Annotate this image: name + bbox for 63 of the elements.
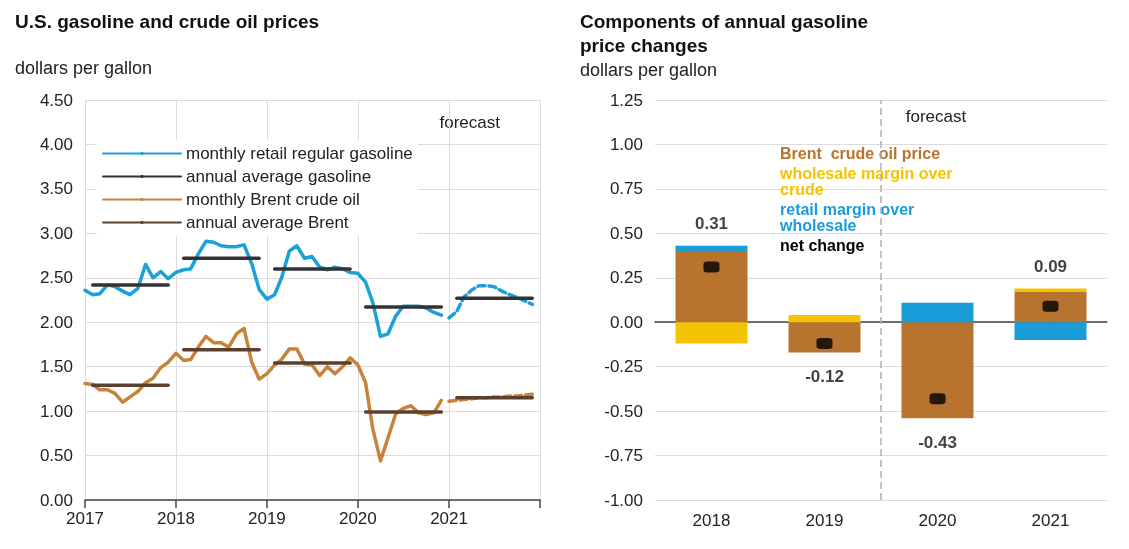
data-label: -0.12 [805,366,844,386]
y-tick-label: -0.50 [604,401,643,421]
text: wholesale margin over crude [779,164,957,198]
y-axis-title: dollars per gallon [15,58,153,78]
y-tick-label: 4.50 [39,90,73,110]
y-tick-label: 1.00 [609,134,643,154]
y-tick-label: 1.25 [609,90,643,110]
text: net change [780,236,865,254]
point [816,338,833,350]
y-tick-label: 0.50 [609,223,643,243]
x-tick-label: 2019 [247,509,286,528]
bar [788,322,861,353]
y-tick-label: 0.50 [39,446,73,466]
chart-title: Components of annual gasoline price changes [580,10,874,56]
point [929,393,946,405]
bar [1014,288,1087,292]
y-tick-label: -0.75 [604,446,643,466]
data-label: 0.31 [694,214,729,234]
y-tick-label: 0.00 [39,490,73,510]
legend-label: annual average Brent [186,213,349,232]
legend-label: monthly Brent crude oil [186,190,360,209]
x-tick-label: 2020 [918,511,957,530]
bar [901,302,974,323]
x-tick-label: 2021 [1031,511,1070,530]
chart-title: U.S. gasoline and crude oil prices [15,10,320,32]
bar [675,322,748,344]
bar [1014,292,1087,323]
y-tick-label: 3.00 [39,223,73,243]
bar [1014,322,1087,340]
bar [675,245,748,252]
annotation: forecast [439,113,501,132]
text: Brent crude oil price [780,144,941,162]
y-tick-label: 3.50 [39,179,73,199]
data-label: -0.43 [918,432,957,452]
y-axis-title: dollars per gallon [580,60,718,80]
y-tick-label: 0.00 [609,312,643,332]
x-tick-label: 2018 [157,509,195,528]
y-tick-label: 1.00 [39,401,73,421]
point [703,261,720,273]
y-tick-label: 4.00 [39,134,73,154]
bar [901,322,974,419]
y-tick-label: -0.25 [604,357,643,377]
y-tick-label: -1.00 [604,490,643,510]
data-label: 0.09 [1033,256,1068,276]
y-tick-label: 0.75 [609,179,643,199]
x-tick-label: 2019 [805,511,844,530]
x-tick-label: 2018 [692,511,731,530]
point [1042,300,1059,312]
y-tick-label: 2.00 [39,312,73,332]
legend-label: annual average gasoline [186,167,372,186]
x-tick-label: 2017 [66,509,104,528]
line-series [447,284,535,320]
line-series [447,392,535,404]
y-tick-label: 1.50 [39,357,73,377]
legend-label: monthly retail regular gasoline [186,144,413,163]
y-tick-label: 2.50 [39,268,73,288]
text: retail margin over wholesale [779,200,919,234]
x-tick-label: 2021 [430,509,468,528]
bar [675,251,748,323]
ref-line-label: forecast [905,107,967,126]
bar [788,315,861,323]
x-tick-label: 2020 [338,509,377,528]
y-tick-label: 0.25 [609,268,643,288]
